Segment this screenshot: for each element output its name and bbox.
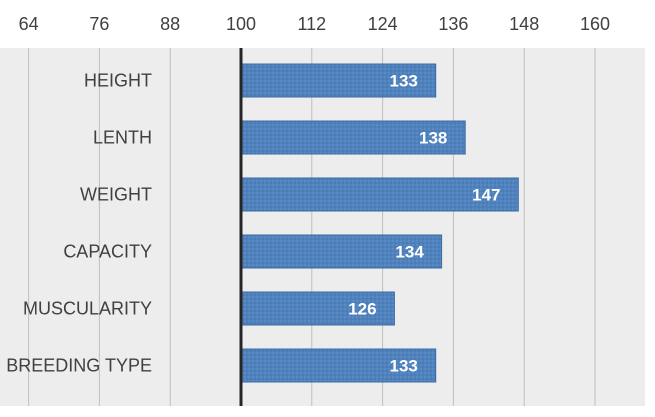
bar-muscularity	[240, 291, 395, 326]
x-tick-label-124: 124	[368, 14, 398, 34]
category-label-breeding-type: BREEDING TYPE	[6, 356, 152, 376]
plot-area	[0, 48, 645, 406]
x-tick-label-148: 148	[509, 14, 539, 34]
category-label-lenth: LENTH	[93, 128, 152, 148]
gridlines	[28, 48, 596, 406]
x-tick-label-100: 100	[226, 14, 256, 34]
bar-height	[240, 63, 437, 98]
x-tick-label-88: 88	[160, 14, 180, 34]
x-tick-label-160: 160	[580, 14, 610, 34]
data-label-height: 133	[390, 72, 418, 91]
x-tick-label-64: 64	[19, 14, 39, 34]
data-label-muscularity: 126	[348, 300, 376, 319]
category-labels: HEIGHT LENTH WEIGHT CAPACITY MUSCULARITY BREE…	[6, 71, 152, 376]
data-labels: 133 138 147 134 126 133	[348, 72, 500, 376]
category-label-muscularity: MUSCULARITY	[23, 299, 152, 319]
x-tick-label-136: 136	[438, 14, 468, 34]
x-tick-label-76: 76	[89, 14, 109, 34]
category-label-weight: WEIGHT	[80, 185, 152, 205]
x-axis-tick-labels: 64 76 88 100 112 124 136 148 160	[19, 14, 610, 34]
data-label-weight: 147	[472, 186, 500, 205]
data-label-capacity: 134	[395, 243, 424, 262]
x-tick-label-112: 112	[297, 14, 326, 34]
data-label-breeding-type: 133	[390, 357, 418, 376]
category-label-height: HEIGHT	[84, 71, 152, 91]
data-label-lenth: 138	[419, 129, 447, 148]
category-label-capacity: CAPACITY	[63, 242, 152, 262]
bar-weight	[240, 177, 519, 212]
